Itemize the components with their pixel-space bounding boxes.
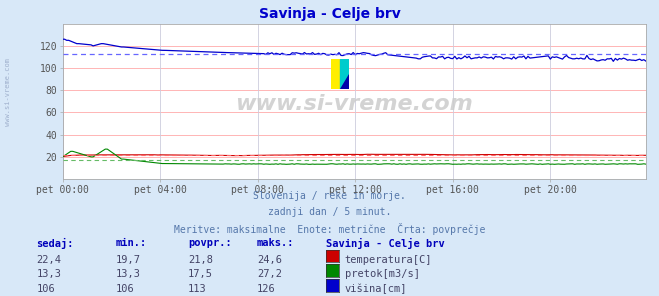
Text: 126: 126 (257, 284, 275, 294)
Text: 27,2: 27,2 (257, 269, 282, 279)
Text: 22,4: 22,4 (36, 255, 61, 265)
Text: maks.:: maks.: (257, 238, 295, 248)
Text: 19,7: 19,7 (115, 255, 140, 265)
Text: sedaj:: sedaj: (36, 238, 74, 249)
Text: 17,5: 17,5 (188, 269, 213, 279)
Text: 13,3: 13,3 (115, 269, 140, 279)
Text: 106: 106 (115, 284, 134, 294)
Text: Slovenija / reke in morje.: Slovenija / reke in morje. (253, 191, 406, 201)
Text: zadnji dan / 5 minut.: zadnji dan / 5 minut. (268, 207, 391, 217)
Text: Savinja - Celje brv: Savinja - Celje brv (326, 238, 445, 249)
Text: višina[cm]: višina[cm] (345, 284, 407, 295)
Polygon shape (340, 74, 349, 89)
Text: pretok[m3/s]: pretok[m3/s] (345, 269, 420, 279)
Text: Meritve: maksimalne  Enote: metrične  Črta: povprečje: Meritve: maksimalne Enote: metrične Črta… (174, 223, 485, 236)
Text: 13,3: 13,3 (36, 269, 61, 279)
Text: 113: 113 (188, 284, 206, 294)
Polygon shape (340, 59, 349, 89)
Text: Savinja - Celje brv: Savinja - Celje brv (258, 7, 401, 21)
Text: temperatura[C]: temperatura[C] (345, 255, 432, 265)
Text: 24,6: 24,6 (257, 255, 282, 265)
Text: 106: 106 (36, 284, 55, 294)
Text: www.si-vreme.com: www.si-vreme.com (235, 94, 473, 115)
Text: 21,8: 21,8 (188, 255, 213, 265)
Polygon shape (331, 59, 340, 89)
Text: povpr.:: povpr.: (188, 238, 231, 248)
Text: www.si-vreme.com: www.si-vreme.com (5, 58, 11, 126)
Text: min.:: min.: (115, 238, 146, 248)
